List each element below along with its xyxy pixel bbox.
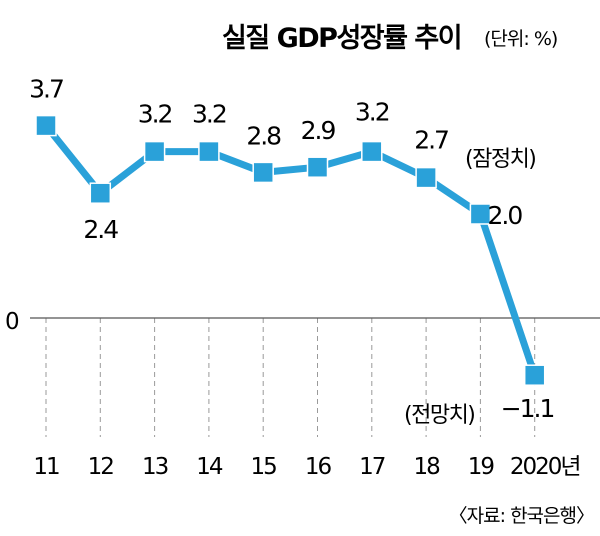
chart-unit: (단위: %) — [484, 28, 557, 50]
grid-lines — [45, 318, 536, 437]
data-value-label: 3.2 — [138, 100, 172, 129]
x-tick-label: 18 — [413, 454, 440, 480]
x-tick-label: 12 — [88, 454, 114, 480]
data-value-label: 2.4 — [83, 215, 118, 244]
zero-label: 0 — [5, 309, 19, 335]
data-value-label: 3.2 — [192, 100, 226, 129]
data-value-label: 2.8 — [246, 121, 281, 150]
x-tick-label: 17 — [359, 454, 385, 480]
data-marker — [415, 166, 437, 189]
value-labels: 3.7 2.4 3.2 3.2 2.8 2.9 3.2 2.7 2.0 −1.1 — [29, 75, 555, 424]
data-value-label: −1.1 — [501, 394, 554, 423]
data-marker — [198, 140, 220, 163]
data-marker — [306, 156, 329, 178]
x-tick-label: 14 — [196, 454, 223, 480]
x-tick-label: 2020년 — [510, 454, 580, 480]
data-marker — [89, 182, 112, 204]
data-value-label: 2.7 — [414, 126, 448, 155]
data-value-label: 2.0 — [488, 201, 523, 230]
data-value-label: 3.7 — [29, 75, 63, 104]
annotation-forecast: (전망치) — [404, 403, 474, 428]
chart-title: 실질 GDP성장률 추이 — [222, 23, 461, 54]
series-line — [42, 122, 539, 379]
x-tick-label: 19 — [468, 454, 495, 480]
data-value-label: 2.9 — [301, 116, 336, 145]
data-marker — [35, 114, 57, 137]
source-note: 〈자료: 한국은행〉 — [449, 505, 594, 527]
markers — [35, 114, 546, 386]
data-marker — [361, 140, 383, 163]
x-tick-label: 15 — [251, 454, 277, 480]
data-value-label: 3.2 — [355, 98, 389, 127]
x-ticks: 11 12 13 14 15 16 17 18 19 2020년 — [33, 454, 581, 480]
x-tick-label: 13 — [142, 454, 168, 480]
x-tick-label: 11 — [33, 454, 59, 480]
data-marker — [523, 364, 546, 386]
data-marker — [469, 203, 492, 225]
x-tick-label: 16 — [305, 454, 332, 480]
data-marker — [143, 140, 166, 163]
data-marker — [252, 161, 274, 184]
annotation-estimate: (잠정치) — [465, 147, 535, 172]
